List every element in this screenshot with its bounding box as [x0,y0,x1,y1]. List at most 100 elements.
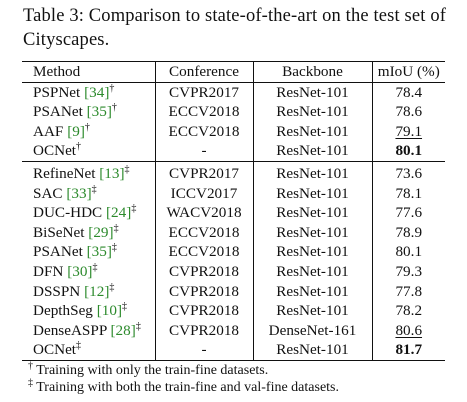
header-method: Method [33,63,81,80]
miou-cell: 77.8 [371,281,445,302]
miou-cell: 80.1 [371,242,445,262]
citation-ref: [13] [99,164,125,182]
training-mark: ‡ [109,281,115,293]
table-group-train-val-fine: RefineNet [13]‡ CVPR2017 ResNet-101 73.6 SAC… [22,161,445,361]
miou-value: 79.3 [395,262,423,280]
miou-cell: 81.7 [371,340,445,361]
conference-cell: ECCV2018 [154,242,253,262]
footnote-dagger: † Training with only the train-fine data… [28,360,339,379]
miou-value: 78.2 [395,302,423,320]
miou-value: 78.6 [395,103,423,121]
table-row: BiSeNet [29]‡ ECCV2018 ResNet-101 78.9 [22,222,445,243]
method-cell: SAC [33]‡ [22,184,155,204]
backbone-cell: ResNet-101 [252,301,372,321]
conference-cell: CVPR2018 [154,301,253,321]
miou-cell: 80.6 [371,320,445,341]
method-cell: PSPNet [34]† [22,82,155,102]
backbone-cell: ResNet-101 [252,203,372,223]
conference-cell: ECCV2018 [154,222,253,243]
miou-cell: 79.3 [371,261,445,282]
table-row: AAF [9]† ECCV2018 ResNet-101 79.1 [22,121,445,142]
backbone-cell: ResNet-101 [252,183,372,204]
miou-cell: 79.1 [371,121,445,142]
method-cell: BiSeNet [29]‡ [22,223,155,243]
table-caption: Table 3: Comparison to state-of-the-art … [23,6,447,50]
conference-cell: CVPR2018 [154,320,253,341]
method-cell: OCNet† [22,141,155,161]
miou-value: 78.4 [395,83,423,101]
miou-cell: 78.2 [371,301,445,321]
miou-value: 81.7 [395,341,423,359]
method-cell: PSANet [35]‡ [22,242,155,262]
backbone-cell: ResNet-101 [252,242,372,262]
footnote-mark: ‡ [28,377,33,389]
method-name: RefineNet [33,164,96,182]
miou-cell: 77.6 [371,203,445,223]
results-table-container: Method Conference Backbone mIoU (%) PSPN… [22,61,445,361]
method-name: AAF [33,122,64,140]
miou-value: 78.1 [395,184,423,202]
method-name: DSSPN [33,282,81,300]
conference-cell: ICCV2017 [154,183,253,204]
method-cell: RefineNet [13]‡ [22,161,155,183]
citation-ref: [34] [84,83,110,101]
method-name: DFN [33,262,64,280]
training-mark: † [111,102,117,114]
table-row: PSANet [35]† ECCV2018 ResNet-101 78.6 [22,102,445,122]
citation-ref: [24] [106,204,132,222]
header-conference: Conference [154,61,253,83]
miou-value: 77.8 [395,282,423,300]
footnote-double-dagger: ‡ Training with both the train-fine and … [28,377,339,396]
method-name: DepthSeg [33,302,93,320]
table-header: Method Conference Backbone mIoU (%) [22,61,445,83]
method-cell: DSSPN [12]‡ [22,282,155,302]
conference-cell: ECCV2018 [154,102,253,122]
method-name: SAC [33,184,63,202]
table-row: DSSPN [12]‡ CVPR2018 ResNet-101 77.8 [22,281,445,302]
method-cell: PSANet [35]† [22,102,155,122]
table-row: OCNet‡ - ResNet-101 81.7 [22,340,445,361]
miou-value: 79.1 [395,122,423,140]
header-row: Method Conference Backbone mIoU (%) [22,61,445,83]
footnote-text: Training with both the train-fine and va… [36,380,339,395]
training-mark: ‡ [135,320,141,332]
miou-cell: 78.9 [371,222,445,243]
table-row: PSANet [35]‡ ECCV2018 ResNet-101 80.1 [22,242,445,262]
citation-ref: [29] [88,223,114,241]
miou-cell: 78.1 [371,183,445,204]
training-mark: † [76,141,82,153]
conference-cell: CVPR2017 [154,82,253,103]
header-miou: mIoU (%) [371,61,445,83]
miou-value: 77.6 [395,204,423,222]
method-cell: DFN [30]‡ [22,262,155,282]
backbone-cell: DenseNet-161 [252,320,372,341]
miou-cell: 73.6 [371,161,445,184]
citation-ref: [30] [67,262,93,280]
miou-value: 73.6 [395,164,423,182]
training-mark: ‡ [122,301,128,313]
backbone-cell: ResNet-101 [252,261,372,282]
table-row: DenseASPP [28]‡ CVPR2018 DenseNet-161 80.6 [22,320,445,341]
table-row: DFN [30]‡ CVPR2018 ResNet-101 79.3 [22,261,445,282]
conference-cell: CVPR2017 [154,161,253,184]
miou-cell: 78.4 [371,82,445,103]
miou-value: 78.9 [395,223,423,241]
training-mark: ‡ [124,163,130,175]
table-row: PSPNet [34]† CVPR2017 ResNet-101 78.4 [22,82,445,103]
conference-cell: CVPR2018 [154,261,253,282]
table-row: DUC-HDC [24]‡ WACV2018 ResNet-101 77.6 [22,203,445,223]
footnote-text: Training with only the train-fine datase… [36,363,269,378]
method-name: PSANet [33,243,83,261]
method-name: PSANet [33,103,83,121]
training-mark: ‡ [91,183,97,195]
method-name: PSPNet [33,83,81,101]
backbone-cell: ResNet-101 [252,222,372,243]
method-cell: OCNet‡ [22,340,155,360]
method-cell: AAF [9]† [22,122,155,142]
backbone-cell: ResNet-101 [252,102,372,122]
table-footnotes: † Training with only the train-fine data… [28,360,339,396]
footnote-mark: † [28,360,33,372]
miou-cell: 80.1 [371,141,445,162]
table-group-train-fine: PSPNet [34]† CVPR2017 ResNet-101 78.4 PSANet… [22,82,445,162]
training-mark: ‡ [113,222,119,234]
